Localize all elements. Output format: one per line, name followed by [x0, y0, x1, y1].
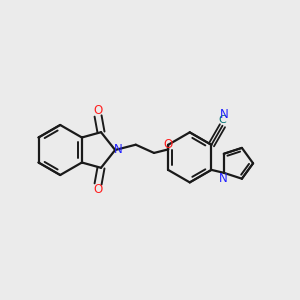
Text: O: O — [93, 103, 103, 117]
Text: N: N — [220, 108, 228, 121]
Text: O: O — [164, 138, 173, 151]
Text: N: N — [219, 172, 228, 184]
Text: N: N — [114, 143, 123, 156]
Text: O: O — [93, 183, 103, 196]
Text: C: C — [218, 116, 226, 125]
